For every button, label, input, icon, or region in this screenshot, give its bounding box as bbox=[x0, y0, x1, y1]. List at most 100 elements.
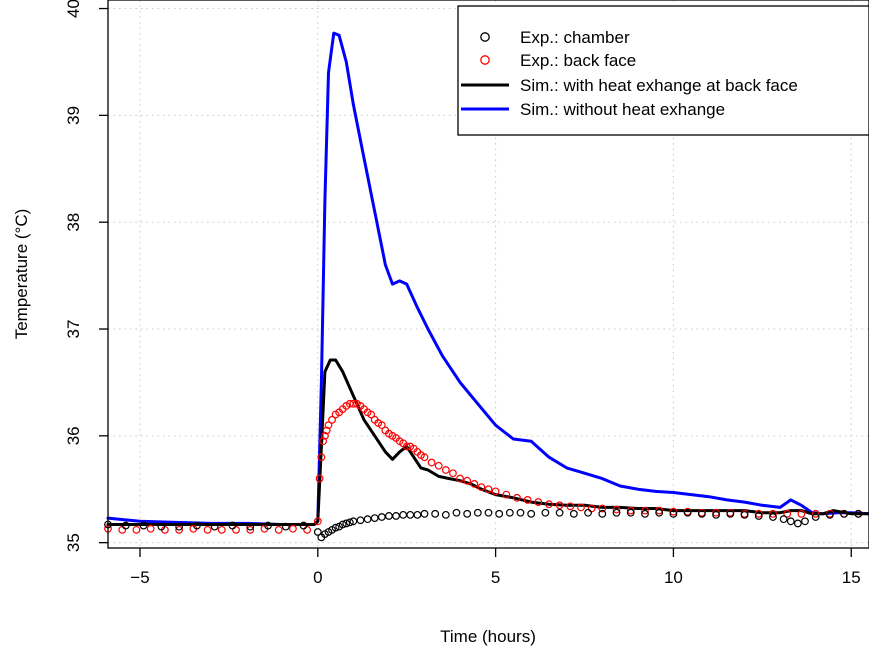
data-point bbox=[452, 508, 461, 517]
data-point bbox=[655, 506, 664, 515]
data-point bbox=[683, 508, 692, 517]
y-tick-label: 39 bbox=[64, 106, 83, 125]
x-tick-label: 10 bbox=[664, 568, 683, 587]
data-point bbox=[740, 510, 749, 519]
data-point bbox=[157, 522, 166, 531]
data-point bbox=[811, 509, 820, 518]
data-point bbox=[626, 506, 635, 515]
data-point bbox=[228, 521, 237, 530]
data-point bbox=[712, 508, 720, 517]
y-tick-label: 38 bbox=[64, 213, 83, 232]
data-point bbox=[641, 509, 649, 518]
legend-marker-chamber bbox=[480, 32, 490, 42]
series-line-sim-with-heat-exhange-at-back-face bbox=[106, 358, 869, 526]
data-point bbox=[118, 525, 127, 534]
data-point bbox=[317, 453, 326, 462]
axes: −5 0 5 10 15 35 36 37 38 39 40 bbox=[64, 0, 861, 587]
data-point bbox=[313, 517, 322, 526]
legend-marker-back-face bbox=[480, 55, 490, 65]
data-point bbox=[534, 498, 543, 506]
data-point bbox=[491, 487, 500, 496]
data-point bbox=[345, 518, 354, 527]
data-point bbox=[331, 523, 340, 532]
data-point bbox=[598, 504, 607, 513]
x-tick-label: −5 bbox=[130, 568, 149, 587]
data-point bbox=[473, 508, 482, 517]
legend-label-without-heat-exchange: Sim.: without heat exhange bbox=[520, 100, 725, 119]
data-point bbox=[523, 496, 532, 504]
x-tick-label: 0 bbox=[313, 568, 322, 587]
data-point bbox=[420, 453, 429, 462]
data-point bbox=[139, 521, 148, 530]
data-point bbox=[413, 510, 422, 519]
series-points-exp-chamber bbox=[104, 508, 863, 542]
data-point bbox=[392, 512, 400, 520]
data-point bbox=[203, 525, 212, 534]
data-point bbox=[470, 480, 479, 488]
data-point bbox=[669, 507, 678, 516]
y-tick-label: 36 bbox=[64, 426, 83, 445]
data-point bbox=[513, 493, 521, 502]
data-point bbox=[712, 510, 720, 519]
data-point bbox=[338, 520, 347, 529]
data-point bbox=[463, 476, 472, 485]
data-point bbox=[477, 483, 486, 492]
series-points-exp-back-face bbox=[104, 399, 863, 534]
data-point bbox=[612, 505, 621, 514]
data-point bbox=[274, 525, 283, 534]
data-point bbox=[321, 431, 329, 440]
data-point bbox=[363, 515, 372, 524]
data-point bbox=[427, 458, 436, 467]
data-point bbox=[612, 508, 621, 517]
legend-label-chamber: Exp.: chamber bbox=[520, 28, 630, 47]
data-point bbox=[555, 508, 564, 517]
data-point bbox=[356, 516, 365, 525]
data-point bbox=[210, 522, 219, 531]
data-point bbox=[697, 509, 706, 518]
data-point bbox=[434, 461, 443, 470]
data-point bbox=[655, 508, 664, 517]
data-point bbox=[769, 509, 777, 518]
data-point bbox=[797, 509, 806, 518]
data-point bbox=[502, 490, 511, 499]
data-point bbox=[463, 509, 472, 518]
data-point bbox=[246, 525, 255, 534]
data-point bbox=[303, 525, 312, 534]
data-point bbox=[783, 509, 792, 518]
data-point bbox=[132, 525, 141, 534]
data-point bbox=[569, 509, 578, 518]
data-point bbox=[315, 474, 324, 483]
data-point bbox=[264, 521, 272, 530]
data-point bbox=[577, 503, 585, 512]
legend-label-with-heat-exchange: Sim.: with heat exhange at back face bbox=[520, 76, 798, 95]
x-tick-label: 5 bbox=[491, 568, 500, 587]
x-tick-label: 15 bbox=[842, 568, 861, 587]
data-point bbox=[541, 508, 550, 517]
data-point bbox=[456, 474, 464, 483]
legend-box bbox=[457, 5, 869, 136]
data-point bbox=[322, 426, 331, 435]
series-layer bbox=[104, 31, 869, 542]
data-point bbox=[246, 522, 255, 531]
data-point bbox=[367, 410, 376, 419]
data-point bbox=[402, 442, 411, 451]
data-point bbox=[555, 501, 564, 510]
data-point bbox=[328, 415, 336, 424]
data-point bbox=[449, 469, 457, 478]
data-point bbox=[319, 437, 328, 446]
data-point bbox=[754, 509, 763, 518]
data-point bbox=[441, 466, 450, 474]
data-point bbox=[641, 506, 649, 515]
plot-frame bbox=[107, 0, 869, 549]
data-point bbox=[669, 509, 678, 518]
x-axis-title: Time (hours) bbox=[440, 627, 536, 646]
data-point bbox=[566, 502, 575, 511]
data-point bbox=[146, 524, 155, 533]
y-tick-label: 40 bbox=[64, 0, 83, 18]
data-point bbox=[825, 510, 834, 519]
data-point bbox=[584, 508, 592, 517]
data-point bbox=[370, 514, 379, 522]
data-point bbox=[484, 508, 493, 517]
data-point bbox=[626, 508, 635, 517]
data-point bbox=[193, 521, 201, 530]
